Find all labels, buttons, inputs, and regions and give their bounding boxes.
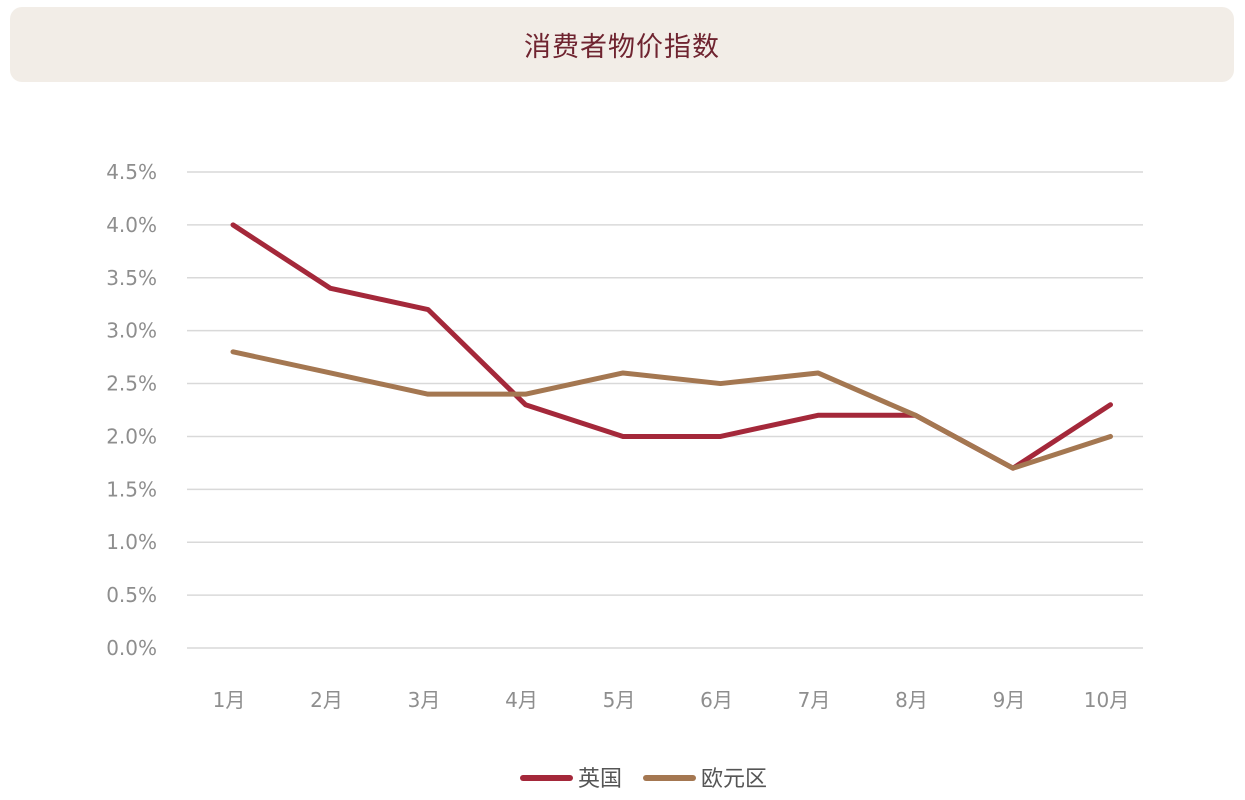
x-tick-label: 9月 bbox=[993, 688, 1026, 712]
x-axis-ticks: 1月 2月 3月 4月 5月 6月 7月 8月 9月 10月 bbox=[213, 688, 1130, 712]
y-tick-label: 3.5% bbox=[106, 266, 157, 290]
x-tick-label: 5月 bbox=[603, 688, 636, 712]
y-tick-label: 0.5% bbox=[106, 583, 157, 607]
y-axis-ticks: 0.0% 0.5% 1.0% 1.5% 2.0% 2.5% 3.0% 3.5% 4.0% 4.5% bbox=[106, 160, 157, 660]
x-tick-label: 6月 bbox=[700, 688, 733, 712]
gridlines bbox=[187, 171, 1143, 649]
y-tick-label: 2.0% bbox=[106, 424, 157, 448]
series-line-1 bbox=[230, 222, 1113, 471]
legend: 英国 欧元区 bbox=[520, 767, 767, 792]
chart-title-bar: 消费者物价指数 bbox=[10, 7, 1234, 82]
x-tick-label: 10月 bbox=[1084, 688, 1129, 712]
y-tick-label: 1.5% bbox=[106, 477, 157, 501]
y-tick-label: 1.0% bbox=[106, 530, 157, 554]
series-lines bbox=[230, 222, 1113, 471]
x-tick-label: 3月 bbox=[408, 688, 441, 712]
chart-title: 消费者物价指数 bbox=[524, 32, 720, 63]
y-tick-label: 3.0% bbox=[106, 319, 157, 343]
x-tick-label: 7月 bbox=[798, 688, 831, 712]
legend-label: 欧元区 bbox=[701, 767, 767, 792]
y-tick-label: 4.5% bbox=[106, 160, 157, 184]
y-tick-label: 4.0% bbox=[106, 213, 157, 237]
x-tick-label: 8月 bbox=[895, 688, 928, 712]
series-line-2 bbox=[230, 349, 1113, 471]
x-tick-label: 4月 bbox=[505, 688, 538, 712]
x-tick-label: 1月 bbox=[213, 688, 246, 712]
legend-label: 英国 bbox=[578, 767, 622, 792]
y-tick-label: 0.0% bbox=[106, 636, 157, 660]
y-tick-label: 2.5% bbox=[106, 372, 157, 396]
x-tick-label: 2月 bbox=[310, 688, 343, 712]
